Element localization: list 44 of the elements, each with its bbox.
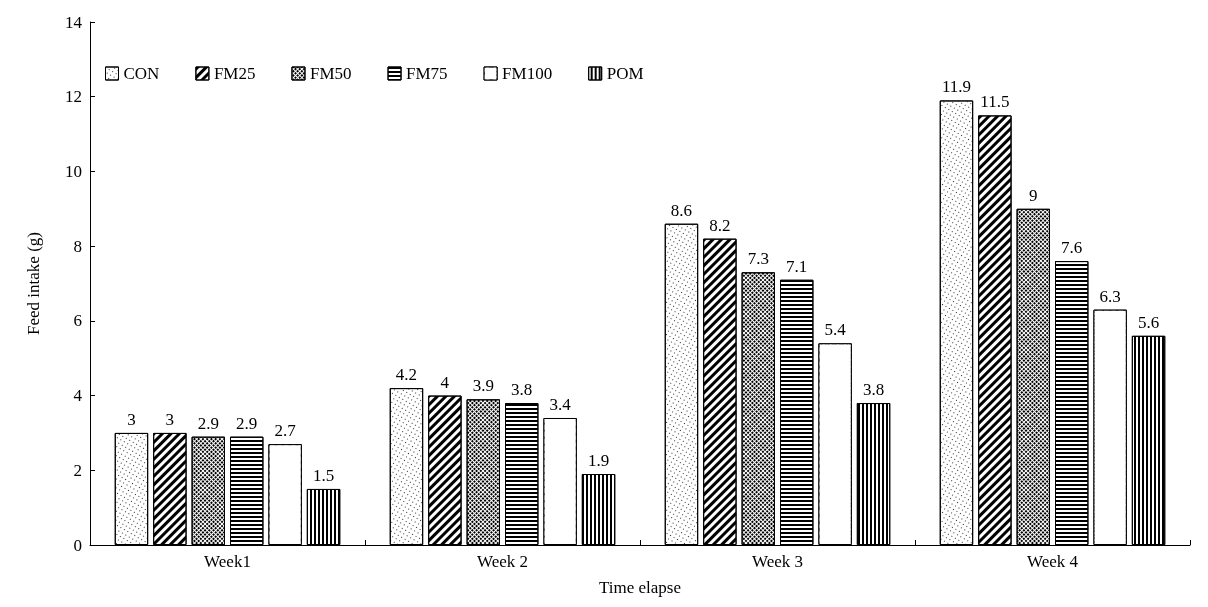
data-label: 3.4 (549, 394, 572, 414)
y-tick-label: 8 (73, 236, 82, 256)
data-label: 4 (440, 372, 450, 392)
x-tick-label: Week 2 (476, 552, 529, 571)
x-axis-title: Time elapse (598, 578, 682, 597)
data-label: 2.7 (274, 421, 297, 441)
y-tick-label: 14 (65, 12, 83, 32)
legend-label: POM (606, 64, 644, 83)
data-label: 9 (1029, 185, 1038, 205)
data-label: 3 (165, 409, 175, 429)
legend-label: CON (123, 64, 160, 83)
y-tick-label: 4 (73, 386, 83, 406)
y-tick-label: 6 (73, 311, 82, 331)
data-label: 8.2 (709, 215, 731, 235)
data-label: 3 (127, 409, 136, 429)
data-label: 3.8 (511, 380, 533, 400)
legend-label: FM75 (406, 64, 448, 83)
x-tick-label: Week 3 (751, 552, 804, 571)
legend-label: FM25 (213, 64, 256, 83)
y-tick-label: 12 (65, 87, 82, 107)
x-tick-label: Week 4 (1026, 552, 1079, 571)
data-label: 11.9 (941, 77, 972, 97)
y-tick-label: 2 (73, 460, 82, 480)
data-label: 7.6 (1061, 238, 1083, 258)
data-label: 7.3 (747, 249, 769, 269)
data-label: 5.4 (824, 320, 847, 340)
legend-label: FM100 (502, 64, 553, 83)
x-tick-label: Week1 (204, 552, 251, 571)
data-label: 2.9 (236, 413, 258, 433)
data-label: 6.3 (1099, 286, 1121, 306)
data-label: 5.6 (1137, 312, 1160, 332)
y-axis-title: Feed intake (g) (24, 232, 43, 335)
data-label: 3.8 (862, 380, 885, 400)
data-label: 4.2 (395, 365, 418, 385)
data-label: 1.5 (312, 465, 335, 485)
data-label: 1.9 (587, 451, 610, 471)
legend-label: FM50 (309, 64, 352, 83)
data-label: 2.9 (197, 413, 219, 433)
data-label: 11.5 (980, 92, 1010, 112)
y-tick-label: 10 (65, 161, 82, 181)
data-label: 7.1 (786, 256, 808, 276)
y-tick-label: 0 (73, 535, 82, 555)
data-label: 3.9 (472, 376, 494, 396)
data-label: 8.6 (670, 200, 693, 220)
